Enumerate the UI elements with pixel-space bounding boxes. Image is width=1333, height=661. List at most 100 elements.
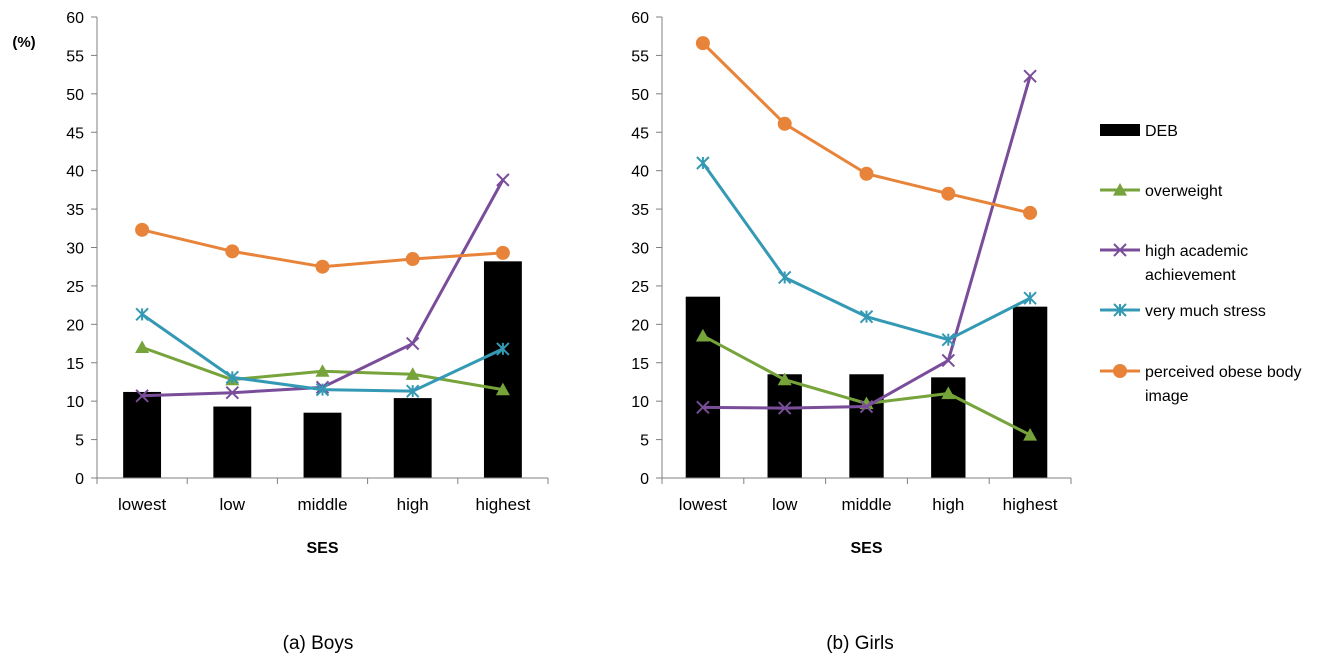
point-overweight: [495, 382, 510, 396]
point-achievement: [777, 401, 792, 415]
bar-DEB: [393, 398, 432, 478]
point-stress: [1023, 291, 1037, 305]
bar-DEB: [1012, 306, 1048, 478]
legend-item-obese: perceived obese body image: [1100, 364, 1302, 405]
point-stress: [135, 307, 149, 322]
legend-marker-achievement: [1113, 243, 1127, 257]
y-tick-label: 5: [640, 433, 649, 450]
chart-boys: 0 5 10 15 20 25 30 35 40 45 50 55 60 lowest low middle h…: [12, 10, 549, 654]
y-tick-label: 50: [631, 87, 649, 104]
y-tick-label: 35: [66, 202, 84, 219]
y-tick-label: 55: [631, 48, 649, 65]
y-tick-label: 60: [631, 10, 649, 27]
point-stress: [405, 384, 420, 398]
chart-caption: (b) Girls: [826, 633, 894, 654]
point-obese: [1023, 205, 1038, 220]
y-tick-label: 0: [640, 471, 649, 488]
point-achievement: [941, 353, 956, 368]
y-tick-label: 5: [75, 433, 84, 450]
point-obese: [315, 259, 330, 274]
point-obese: [695, 36, 710, 51]
y-tick-label: 55: [66, 48, 84, 65]
y-tick-label: 20: [631, 317, 649, 334]
x-tick-label: highest: [1003, 495, 1058, 514]
y-tick-label: 25: [66, 279, 84, 296]
point-stress: [941, 332, 956, 347]
legend: DEB overweight high academic achievement ver…: [1100, 123, 1302, 405]
x-axis-title: SES: [306, 540, 338, 557]
y-tick-label: 10: [66, 394, 84, 411]
chart-caption: (a) Boys: [283, 633, 354, 654]
legend-label-DEB: DEB: [1145, 123, 1178, 140]
y-tick-label: 10: [631, 394, 649, 411]
legend-label-obese: image: [1145, 388, 1189, 405]
x-tick-label: low: [220, 495, 246, 514]
bar-DEB: [213, 406, 252, 478]
legend-label-overweight: overweight: [1145, 183, 1223, 200]
legend-item-DEB: DEB: [1100, 123, 1178, 140]
y-tick-label: 15: [66, 356, 84, 373]
series-line-obese: [701, 42, 1031, 215]
bar-DEB: [767, 374, 802, 478]
legend-marker-stress: [1113, 303, 1127, 317]
y-tick-label: 15: [631, 356, 649, 373]
point-stress: [859, 309, 874, 324]
x-tick-label: highest: [475, 495, 530, 514]
legend-swatch-DEB: [1100, 124, 1140, 136]
point-obese: [225, 244, 240, 259]
y-tick-label: 60: [66, 10, 84, 27]
x-tick-label: lowest: [679, 495, 727, 514]
point-overweight: [135, 340, 150, 353]
y-unit-label: (%): [12, 34, 35, 51]
point-overweight: [405, 367, 420, 380]
point-obese: [859, 166, 874, 181]
legend-item-stress: very much stress: [1100, 303, 1266, 320]
x-tick-label: high: [932, 495, 964, 514]
point-obese: [135, 222, 150, 237]
bar-DEB: [303, 412, 342, 478]
legend-marker-overweight: [1113, 183, 1127, 196]
point-overweight: [941, 386, 956, 400]
bar-DEB: [849, 374, 884, 478]
y-tick-label: 40: [631, 164, 649, 181]
point-overweight: [777, 372, 792, 386]
point-stress: [225, 370, 240, 385]
x-axis-title: SES: [850, 540, 882, 557]
series-line-achievement: [702, 75, 1032, 410]
y-tick-label: 50: [66, 87, 84, 104]
y-tick-label: 20: [66, 317, 84, 334]
point-achievement: [225, 386, 240, 400]
series-line-achievement: [142, 179, 505, 398]
bar-DEB: [685, 296, 721, 478]
point-achievement: [859, 399, 874, 414]
legend-label-stress: very much stress: [1145, 303, 1266, 320]
legend-item-overweight: overweight: [1100, 183, 1223, 200]
y-tick-label: 30: [66, 241, 84, 258]
point-overweight: [315, 364, 330, 377]
legend-label-obese: perceived obese body: [1145, 364, 1302, 381]
y-tick-label: 45: [66, 125, 84, 142]
y-tick-label: 25: [631, 279, 649, 296]
x-tick-label: middle: [297, 495, 347, 514]
point-achievement: [405, 336, 420, 351]
point-obese: [941, 186, 956, 201]
legend-label-achievement: achievement: [1145, 267, 1236, 284]
point-obese: [495, 245, 510, 260]
point-achievement: [135, 389, 149, 403]
point-stress: [777, 270, 792, 285]
y-tick-label: 40: [66, 164, 84, 181]
legend-marker-obese: [1113, 364, 1127, 378]
x-tick-label: middle: [841, 495, 891, 514]
y-tick-label: 30: [631, 241, 649, 258]
y-tick-label: 45: [631, 125, 649, 142]
x-tick-label: lowest: [118, 495, 166, 514]
y-tick-label: 35: [631, 202, 649, 219]
point-obese: [777, 116, 792, 131]
point-stress: [315, 382, 330, 397]
bar-DEB: [483, 261, 522, 478]
point-stress: [696, 156, 710, 170]
y-tick-label: 0: [75, 471, 84, 488]
point-achievement: [496, 173, 510, 187]
point-overweight: [695, 328, 710, 342]
